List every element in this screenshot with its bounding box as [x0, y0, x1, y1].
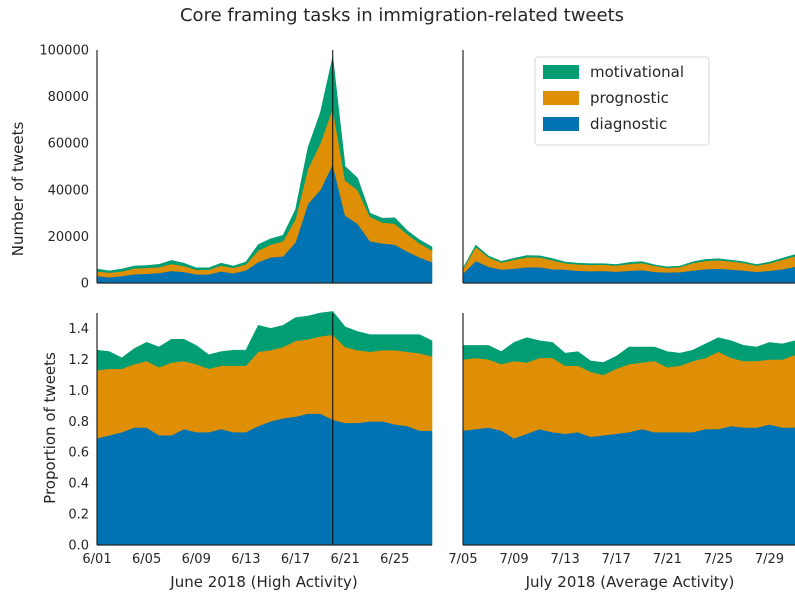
y-tick-label: 0.0 [68, 539, 89, 554]
y-tick-label: 0.2 [68, 508, 89, 523]
area-motivational [462, 244, 795, 271]
x-tick-label: 7/05 [448, 552, 477, 567]
y-tick-label: 1.4 [68, 322, 89, 337]
x-tick-label: 7/17 [602, 552, 631, 567]
area-motivational [96, 56, 433, 273]
y-tick-label: 1.0 [68, 384, 89, 399]
y-tick-label: 100000 [39, 44, 89, 59]
legend-label-diagnostic: diagnostic [590, 115, 667, 133]
x-tick-label: 7/09 [499, 552, 528, 567]
y-tick-label: 0.4 [68, 477, 89, 492]
x-tick-label: 6/25 [380, 552, 409, 567]
x-tick-label: 6/13 [231, 552, 260, 567]
x-tick-label: 7/25 [704, 552, 733, 567]
y-tick-label: 80000 [48, 90, 89, 105]
area-motivational [462, 337, 795, 376]
legend: motivational prognostic diagnostic [534, 56, 710, 146]
x-tick-label: 7/29 [755, 552, 784, 567]
area-prognostic [462, 351, 795, 439]
x-tick-label: 7/21 [653, 552, 682, 567]
panel-july-count [462, 50, 795, 284]
x-tick-label: 6/17 [281, 552, 310, 567]
x-tick-label: 6/05 [132, 552, 161, 567]
area-diagnostic [96, 413, 433, 546]
x-tick-label: 6/01 [82, 552, 111, 567]
x-tick-label: 6/21 [331, 552, 360, 567]
x-tick-label: 6/09 [182, 552, 211, 567]
y-tick-label: 1.2 [68, 353, 89, 368]
area-motivational [96, 311, 433, 371]
chart-title: Core framing tasks in immigration-relate… [180, 5, 624, 26]
y-tick-label: 20000 [48, 230, 89, 245]
y-tick-label: 60000 [48, 137, 89, 152]
y-axis-label-count: Number of tweets [9, 122, 27, 257]
legend-label-prognostic: prognostic [590, 89, 669, 107]
x-axis-label-june: June 2018 (High Activity) [169, 573, 357, 591]
legend-swatch-prognostic [543, 91, 579, 105]
area-diagnostic [462, 424, 795, 546]
y-tick-label: 40000 [48, 183, 89, 198]
panel-july-proportion: 7/05 7/09 7/13 7/17 7/21 7/25 7/29 [448, 313, 795, 567]
legend-swatch-motivational [543, 65, 579, 79]
panel-june-count: 0 20000 40000 60000 80000 100000 [39, 44, 433, 292]
y-tick-label: 0.8 [68, 415, 89, 430]
x-axis-label-july: July 2018 (Average Activity) [525, 573, 735, 591]
y-tick-label: 0 [81, 277, 89, 292]
x-tick-label: 7/13 [551, 552, 580, 567]
legend-swatch-diagnostic [543, 117, 579, 131]
y-axis-label-proportion: Proportion of tweets [41, 352, 59, 504]
panel-june-proportion: 0.0 0.2 0.4 0.6 0.8 1.0 1.2 1.4 6/01 6/05 6/09 6/13… [68, 311, 433, 567]
y-tick-label: 0.6 [68, 446, 89, 461]
legend-label-motivational: motivational [590, 63, 684, 81]
